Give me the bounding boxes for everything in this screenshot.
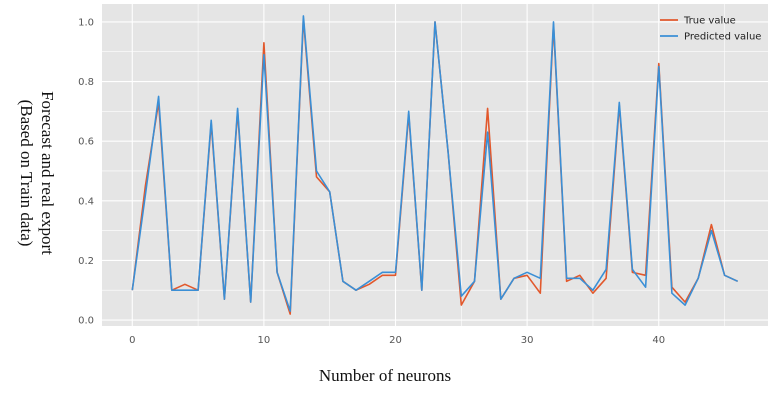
plot-background (102, 4, 768, 326)
x-tick-label: 0 (129, 335, 135, 346)
y-tick-label: 0.2 (78, 256, 94, 267)
x-axis-title: Number of neurons (318, 366, 452, 385)
y-tick-label: 0.0 (78, 316, 94, 327)
series-line-predicted-value (131, 15, 739, 312)
x-tick-label: 30 (521, 335, 534, 346)
y-tick-label: 0.4 (78, 196, 94, 207)
x-tick-label: 40 (652, 335, 665, 346)
y-tick-label: 0.6 (78, 137, 94, 148)
y-tick-label: 0.8 (78, 77, 94, 88)
legend-label-predicted-value: Predicted value (684, 32, 761, 43)
x-tick-label: 20 (389, 335, 402, 346)
legend-label-true-value: True value (683, 16, 736, 27)
y-tick-label: 1.0 (78, 17, 94, 28)
x-tick-label: 10 (258, 335, 271, 346)
